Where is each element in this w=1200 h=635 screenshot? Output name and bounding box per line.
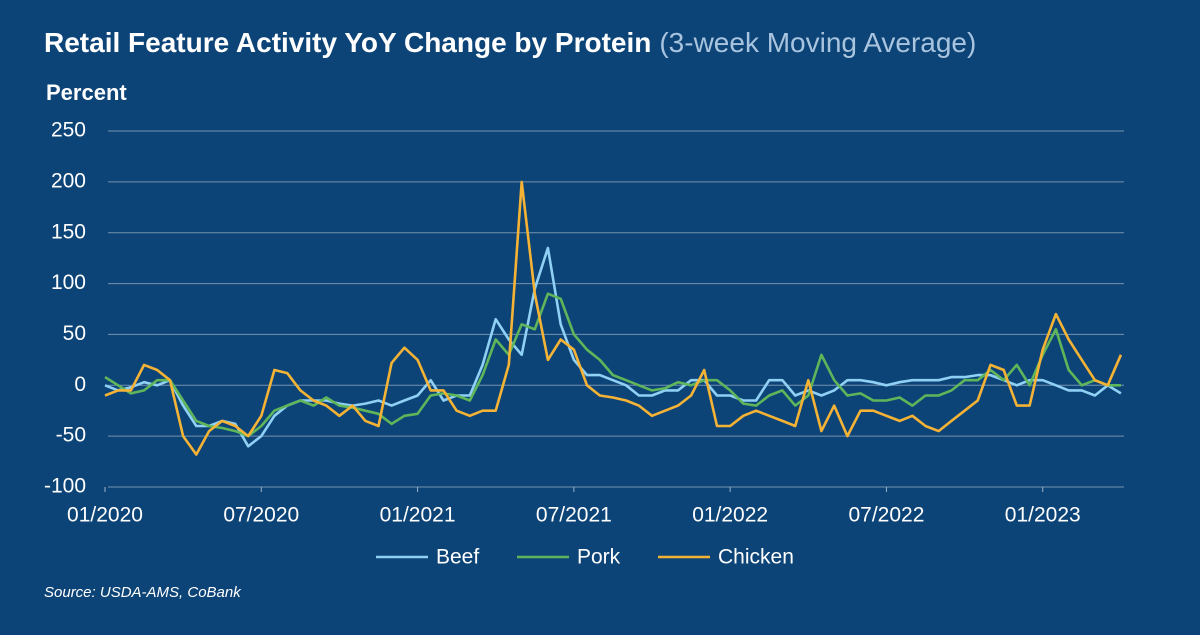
series-line	[104, 246, 1122, 448]
x-tick-label: 07/2022	[848, 504, 924, 527]
x-tick-label: 01/2022	[692, 504, 768, 527]
y-tick-label: -50	[56, 424, 86, 447]
subtitle: (3-week Moving Average)	[659, 27, 976, 58]
legend-label: Beef	[436, 546, 479, 569]
y-axis-label: Percent	[46, 80, 127, 105]
x-tick-label: 07/2021	[536, 504, 612, 527]
x-tick-label: 01/2021	[380, 504, 456, 527]
x-tick-label: 07/2020	[223, 504, 299, 527]
y-tick-label: 50	[63, 322, 86, 345]
x-tick-label: 01/2020	[67, 504, 143, 527]
legend-label: Chicken	[718, 546, 794, 569]
legend-label: Pork	[577, 546, 621, 569]
y-tick-label: 250	[51, 119, 86, 142]
series-line	[104, 292, 1121, 438]
y-tick-label: 0	[74, 373, 86, 396]
y-tick-label: 150	[51, 220, 86, 243]
x-tick-label: 01/2023	[1005, 504, 1081, 527]
title: Retail Feature Activity YoY Change by Pr…	[44, 27, 651, 58]
series-line	[104, 180, 1123, 456]
y-tick-label: 100	[51, 271, 86, 294]
chart-title: Retail Feature Activity YoY Change by Pr…	[44, 27, 976, 58]
source: Source: USDA-AMS, CoBank	[44, 584, 242, 601]
y-tick-label: 200	[51, 169, 86, 192]
y-tick-label: -100	[44, 475, 86, 498]
